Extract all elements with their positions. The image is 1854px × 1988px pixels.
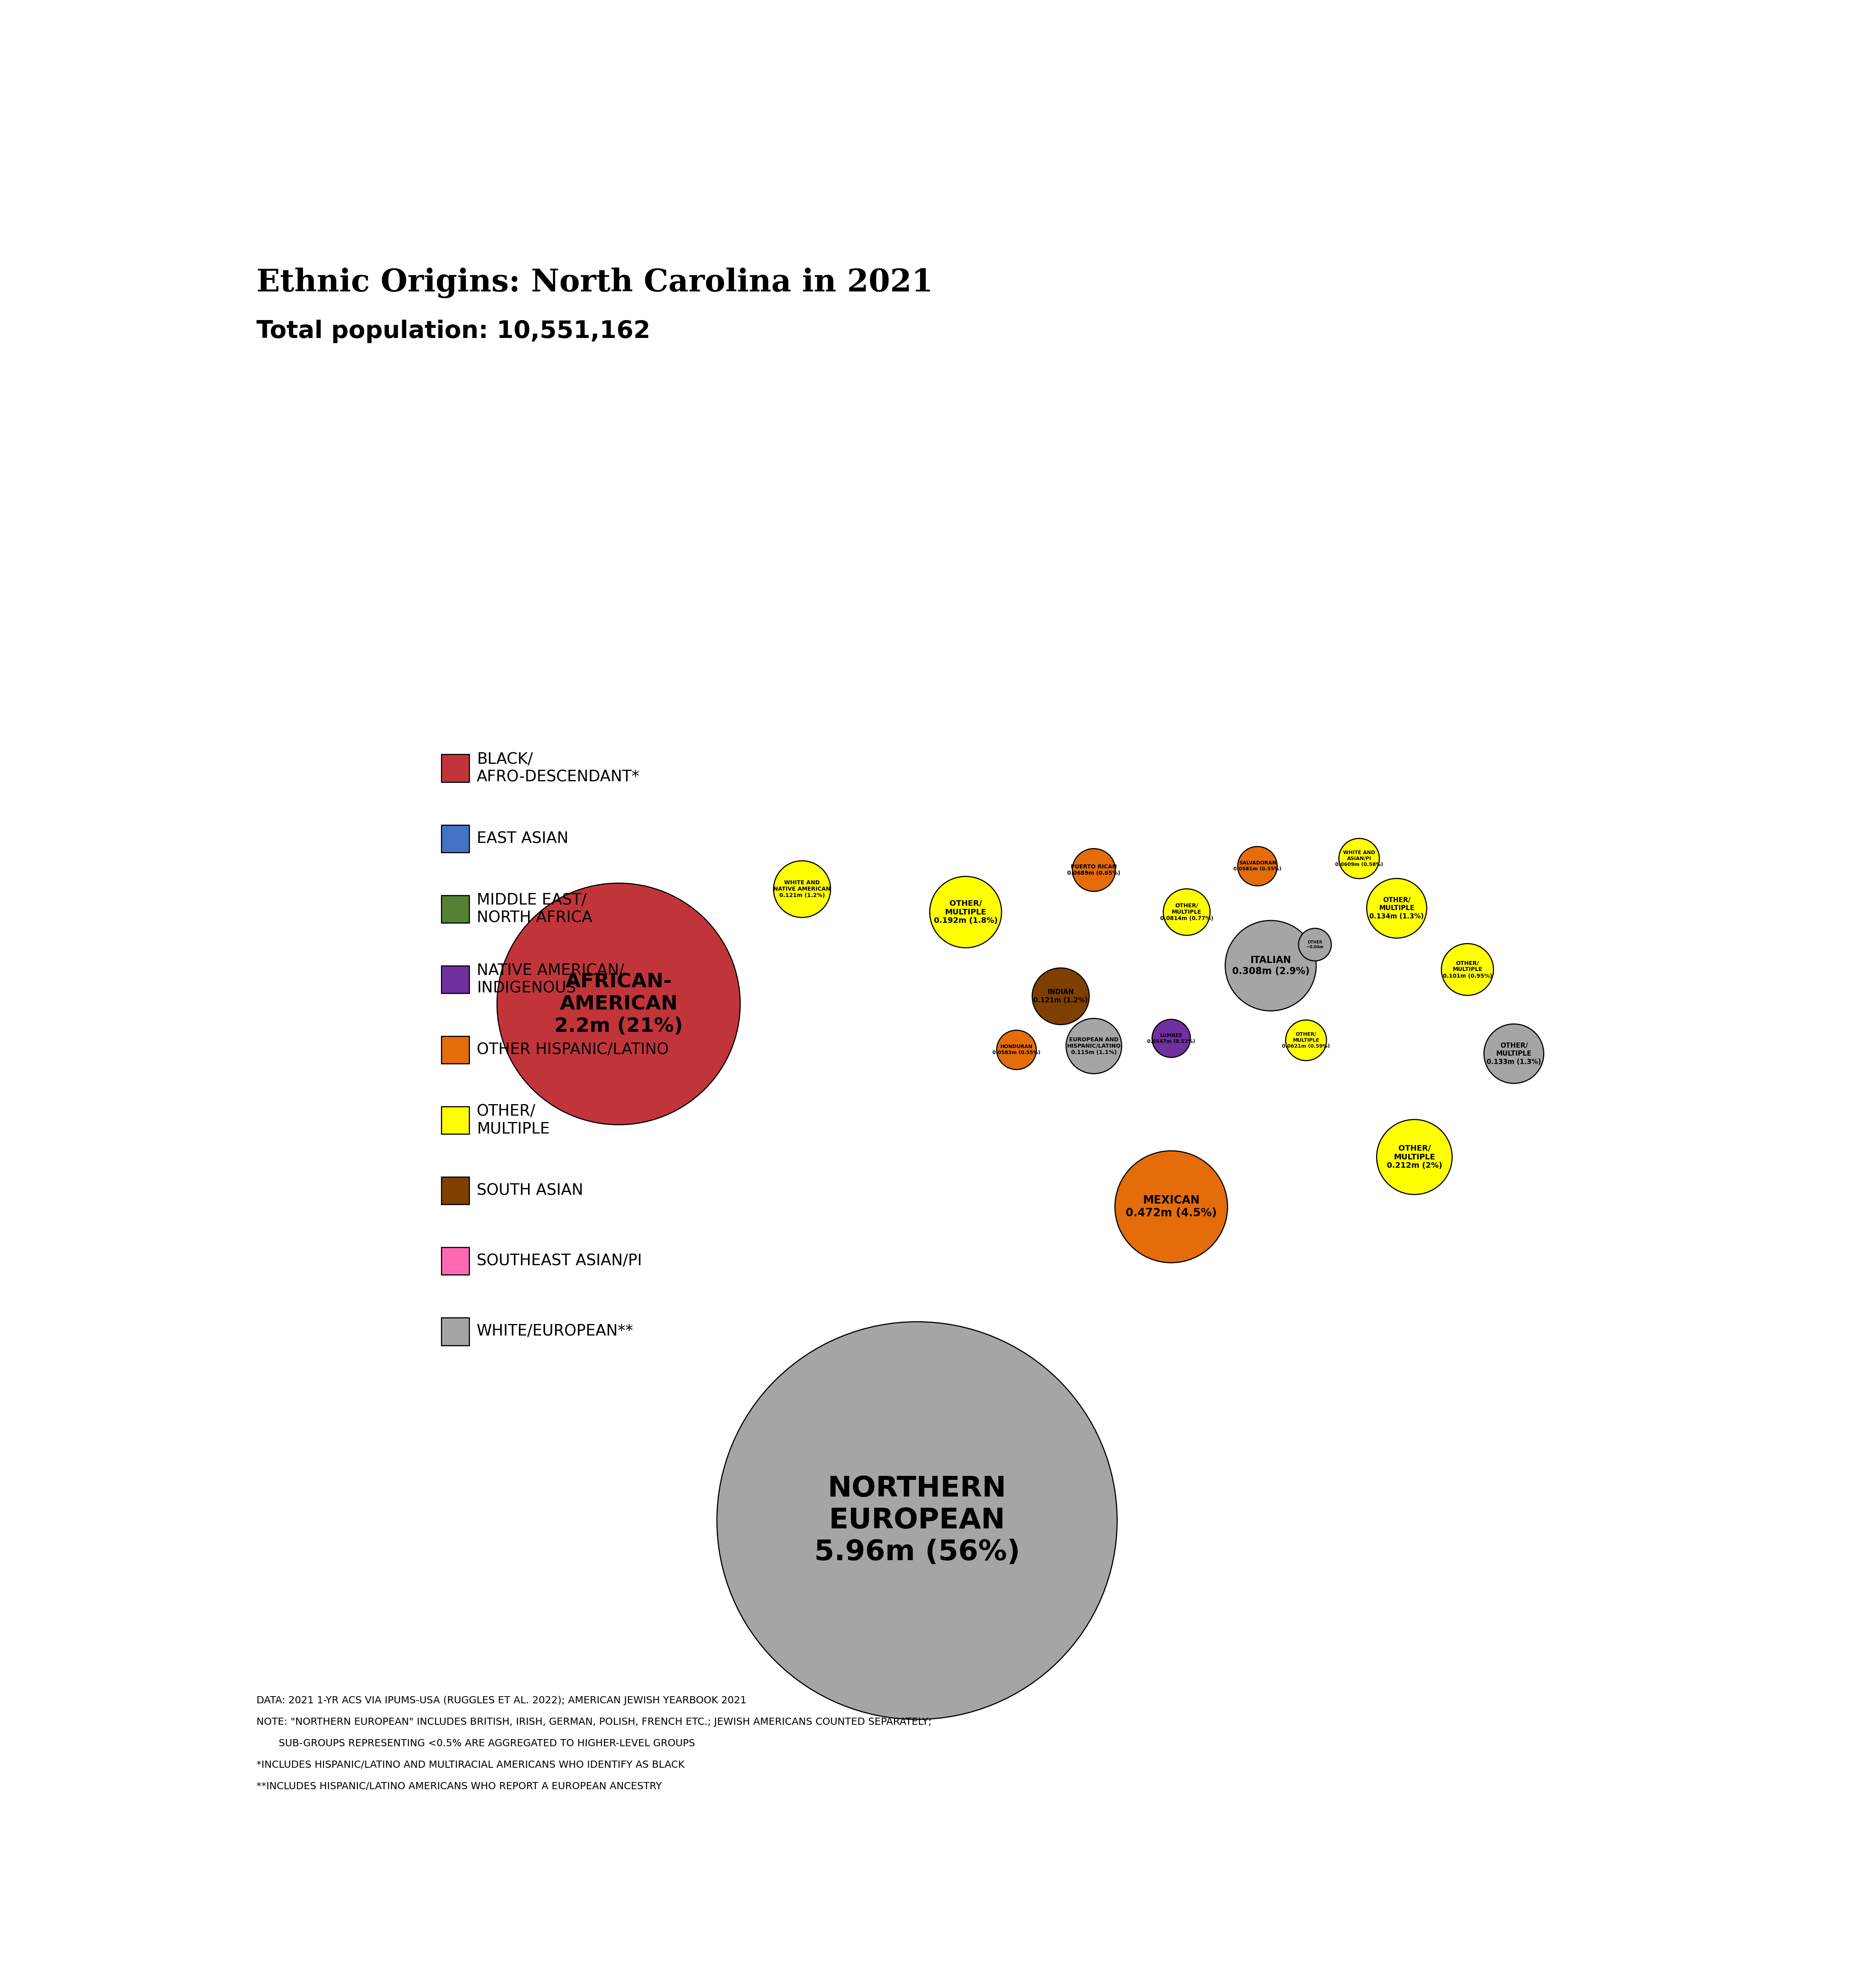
Text: SOUTH ASIAN: SOUTH ASIAN [476, 1183, 584, 1199]
Text: SOUTHEAST ASIAN/PI: SOUTHEAST ASIAN/PI [476, 1254, 641, 1268]
Text: ITALIAN
0.308m (2.9%): ITALIAN 0.308m (2.9%) [1233, 956, 1309, 976]
Circle shape [1483, 1024, 1544, 1083]
Circle shape [1151, 1020, 1190, 1058]
Circle shape [1441, 944, 1494, 996]
Circle shape [1285, 1020, 1326, 1060]
Circle shape [717, 1322, 1118, 1720]
Bar [441, 1177, 469, 1205]
Circle shape [997, 1030, 1036, 1070]
Circle shape [1162, 889, 1211, 934]
Circle shape [1238, 847, 1277, 887]
Text: OTHER/
MULTIPLE
0.0814m (0.77%): OTHER/ MULTIPLE 0.0814m (0.77%) [1161, 903, 1213, 920]
Circle shape [1114, 1151, 1227, 1262]
Bar [441, 825, 469, 853]
Circle shape [1066, 1018, 1122, 1074]
Text: OTHER/
MULTIPLE
0.0621m (0.59%): OTHER/ MULTIPLE 0.0621m (0.59%) [1283, 1032, 1329, 1050]
Circle shape [1339, 839, 1379, 879]
Text: OTHER/
MULTIPLE
0.101m (0.95%): OTHER/ MULTIPLE 0.101m (0.95%) [1442, 960, 1492, 978]
Text: NATIVE AMERICAN/
INDIGENOUS: NATIVE AMERICAN/ INDIGENOUS [476, 962, 625, 996]
Circle shape [1378, 1119, 1452, 1195]
Text: NOTE: "NORTHERN EUROPEAN" INCLUDES BRITISH, IRISH, GERMAN, POLISH, FRENCH ETC.; : NOTE: "NORTHERN EUROPEAN" INCLUDES BRITI… [256, 1718, 931, 1728]
Text: **INCLUDES HISPANIC/LATINO AMERICANS WHO REPORT A EUROPEAN ANCESTRY: **INCLUDES HISPANIC/LATINO AMERICANS WHO… [256, 1781, 662, 1791]
Text: OTHER HISPANIC/LATINO: OTHER HISPANIC/LATINO [476, 1042, 669, 1058]
Circle shape [1072, 849, 1116, 891]
Circle shape [773, 861, 831, 916]
Text: INDIAN
0.121m (1.2%): INDIAN 0.121m (1.2%) [1033, 988, 1088, 1004]
Circle shape [497, 883, 740, 1125]
Text: EAST ASIAN: EAST ASIAN [476, 831, 569, 847]
Text: LUMBEE
0.0547m (0.52%): LUMBEE 0.0547m (0.52%) [1148, 1034, 1196, 1044]
Circle shape [929, 877, 1001, 948]
Text: HONDURAN
0.0583m (0.55%): HONDURAN 0.0583m (0.55%) [992, 1044, 1040, 1056]
Text: WHITE AND
ASIAN/PI
0.0609m (0.58%): WHITE AND ASIAN/PI 0.0609m (0.58%) [1335, 851, 1383, 867]
Bar [441, 1246, 469, 1274]
Text: AFRICAN-
AMERICAN
2.2m (21%): AFRICAN- AMERICAN 2.2m (21%) [554, 972, 682, 1036]
Circle shape [1225, 920, 1316, 1010]
Text: OTHER
~0.04m: OTHER ~0.04m [1307, 940, 1324, 948]
Circle shape [1298, 928, 1331, 960]
Bar [441, 895, 469, 922]
Circle shape [1033, 968, 1088, 1024]
Text: SALVADORAN
0.0581m (0.55%): SALVADORAN 0.0581m (0.55%) [1233, 861, 1281, 871]
Text: WHITE/EUROPEAN**: WHITE/EUROPEAN** [476, 1324, 634, 1340]
Text: EUROPEAN AND
HISPANIC/LATINO
0.115m (1.1%): EUROPEAN AND HISPANIC/LATINO 0.115m (1.1… [1066, 1038, 1122, 1056]
Text: OTHER/
MULTIPLE
0.133m (1.3%): OTHER/ MULTIPLE 0.133m (1.3%) [1487, 1042, 1541, 1066]
Text: Total population: 10,551,162: Total population: 10,551,162 [256, 320, 651, 344]
Bar [441, 1107, 469, 1133]
Text: SUB-GROUPS REPRESENTING <0.5% ARE AGGREGATED TO HIGHER-LEVEL GROUPS: SUB-GROUPS REPRESENTING <0.5% ARE AGGREG… [256, 1740, 695, 1747]
Text: OTHER/
MULTIPLE
0.192m (1.8%): OTHER/ MULTIPLE 0.192m (1.8%) [934, 899, 997, 924]
Text: *INCLUDES HISPANIC/LATINO AND MULTIRACIAL AMERICANS WHO IDENTIFY AS BLACK: *INCLUDES HISPANIC/LATINO AND MULTIRACIA… [256, 1759, 684, 1769]
Text: MEXICAN
0.472m (4.5%): MEXICAN 0.472m (4.5%) [1125, 1195, 1216, 1219]
Text: BLACK/
AFRO-DESCENDANT*: BLACK/ AFRO-DESCENDANT* [476, 751, 640, 785]
Text: PUERTO RICAN
0.0689m (0.65%): PUERTO RICAN 0.0689m (0.65%) [1068, 865, 1120, 877]
Text: Ethnic Origins: North Carolina in 2021: Ethnic Origins: North Carolina in 2021 [256, 268, 933, 298]
Bar [441, 966, 469, 994]
Text: DATA: 2021 1-YR ACS VIA IPUMS-USA (RUGGLES ET AL. 2022); AMERICAN JEWISH YEARBOO: DATA: 2021 1-YR ACS VIA IPUMS-USA (RUGGL… [256, 1696, 747, 1706]
Bar [441, 1318, 469, 1346]
Text: WHITE AND
NATIVE AMERICAN
0.121m (1.2%): WHITE AND NATIVE AMERICAN 0.121m (1.2%) [773, 881, 831, 899]
Text: OTHER/
MULTIPLE
0.134m (1.3%): OTHER/ MULTIPLE 0.134m (1.3%) [1370, 897, 1424, 920]
Circle shape [1366, 879, 1428, 938]
Text: OTHER/
MULTIPLE
0.212m (2%): OTHER/ MULTIPLE 0.212m (2%) [1387, 1145, 1442, 1169]
Bar [441, 753, 469, 781]
Text: NORTHERN
EUROPEAN
5.96m (56%): NORTHERN EUROPEAN 5.96m (56%) [814, 1475, 1020, 1567]
Bar [441, 1036, 469, 1064]
Text: OTHER/
MULTIPLE: OTHER/ MULTIPLE [476, 1103, 551, 1137]
Text: MIDDLE EAST/
NORTH AFRICA: MIDDLE EAST/ NORTH AFRICA [476, 893, 591, 924]
